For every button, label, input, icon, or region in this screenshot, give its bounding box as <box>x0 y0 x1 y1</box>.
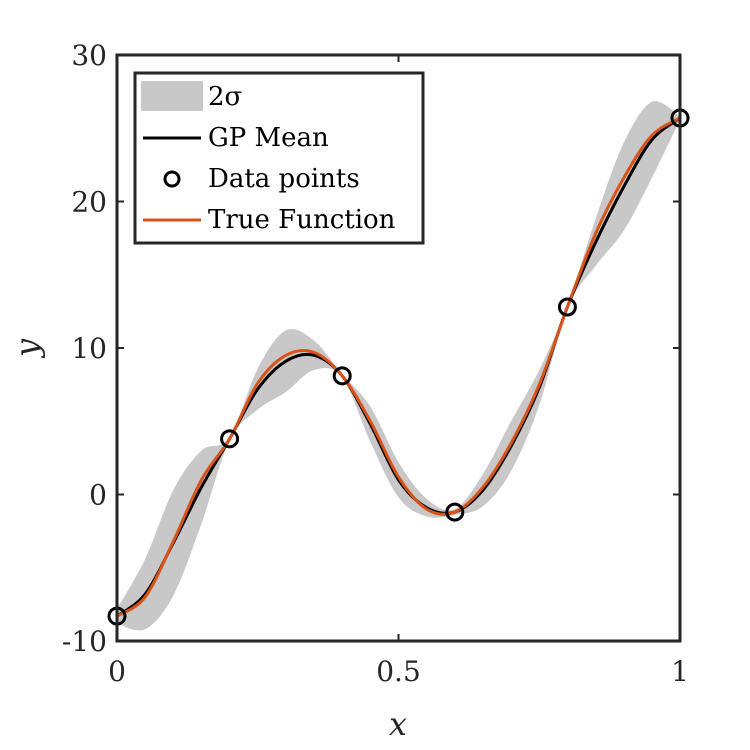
data-point <box>332 366 352 386</box>
true-function-line <box>115 116 682 618</box>
y-tick-label: 30 <box>71 39 107 72</box>
data-point <box>445 502 465 522</box>
legend: 2σ GP Mean Data points True Function <box>133 71 425 245</box>
y-axis-label: y <box>8 338 46 359</box>
plot-content <box>107 101 690 631</box>
sigma-band <box>117 101 680 631</box>
y-tick-label: -10 <box>62 625 107 658</box>
x-tick-label: 0.5 <box>376 655 421 688</box>
data-point <box>557 297 577 317</box>
data-point <box>220 429 240 449</box>
legend-label-gp-mean: GP Mean <box>208 123 329 153</box>
legend-label-band: 2σ <box>208 82 242 112</box>
legend-swatch-band <box>141 81 203 111</box>
x-tick-label: 0 <box>108 655 126 688</box>
y-tick-label: 10 <box>71 332 107 365</box>
y-tick-label: 20 <box>71 186 107 219</box>
legend-swatch-data-points <box>163 170 181 188</box>
legend-label-data-points: Data points <box>208 164 360 194</box>
y-tick-label: 0 <box>89 479 107 512</box>
x-axis-label: x <box>389 705 407 743</box>
x-tick-label: 1 <box>671 655 689 688</box>
legend-label-true-function: True Function <box>208 205 396 235</box>
